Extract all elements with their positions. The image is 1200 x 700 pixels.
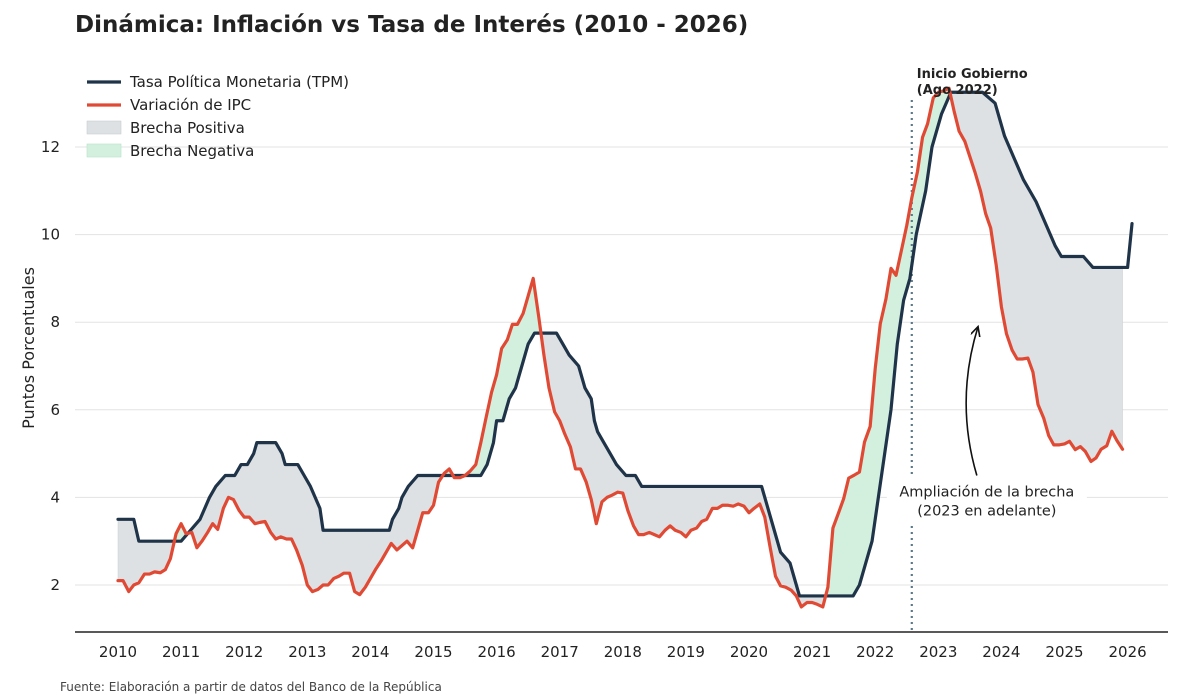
x-tick-label: 2022 bbox=[856, 643, 894, 661]
y-tick-label: 10 bbox=[41, 226, 60, 244]
annotation-text: (2023 en adelante) bbox=[917, 504, 1056, 520]
annotation-arrow bbox=[965, 327, 978, 476]
vline-label: Inicio Gobierno bbox=[917, 67, 1028, 82]
legend-label: Tasa Política Monetaria (TPM) bbox=[129, 73, 349, 91]
x-tick-label: 2016 bbox=[478, 643, 516, 661]
x-tick-label: 2025 bbox=[1045, 643, 1083, 661]
legend-swatch bbox=[86, 143, 122, 158]
x-tick-label: 2012 bbox=[225, 643, 263, 661]
tick-labels: 2 4 6 8 10 12 2010 2011 2012 2013 2014 2015 2016 2017… bbox=[41, 138, 1147, 661]
annotation-box bbox=[886, 477, 1087, 524]
series-line-tpm bbox=[116, 90, 1134, 598]
gap-negative-area bbox=[465, 278, 542, 476]
x-tick-label: 2011 bbox=[162, 643, 200, 661]
x-tick-label: 2010 bbox=[99, 643, 137, 661]
gap-positive-area bbox=[117, 519, 176, 593]
gap-positive-area bbox=[950, 92, 1123, 462]
x-tick-label: 2015 bbox=[414, 643, 452, 661]
x-tick-label: 2023 bbox=[919, 643, 957, 661]
x-tick-label: 2024 bbox=[982, 643, 1020, 661]
annotations: Inicio Gobierno(Ago 2022) Ampliación de l… bbox=[886, 67, 1087, 524]
legend-swatch bbox=[86, 120, 122, 135]
legend: Tasa Política Monetaria (TPM) Variación d… bbox=[86, 73, 349, 160]
y-tick-label: 12 bbox=[41, 138, 60, 156]
legend-label: Variación de IPC bbox=[130, 96, 251, 114]
x-tick-label: 2018 bbox=[604, 643, 642, 661]
x-tick-label: 2026 bbox=[1109, 643, 1147, 661]
x-tick-label: 2021 bbox=[793, 643, 831, 661]
series-line-ipc bbox=[116, 86, 1125, 609]
chart-title: Dinámica: Inflación vs Tasa de Interés (… bbox=[75, 12, 749, 38]
y-tick-label: 4 bbox=[50, 488, 60, 506]
y-tick-label: 8 bbox=[50, 313, 60, 331]
y-tick-label: 2 bbox=[50, 576, 60, 594]
legend-label: Brecha Negativa bbox=[130, 142, 254, 160]
gap-positive-area bbox=[541, 332, 827, 608]
x-tick-label: 2019 bbox=[667, 643, 705, 661]
x-tick-label: 2013 bbox=[288, 643, 326, 661]
gap-positive-area bbox=[187, 442, 444, 595]
series-lines bbox=[116, 86, 1134, 609]
annotation-text: Ampliación de la brecha bbox=[899, 485, 1074, 501]
y-tick-label: 6 bbox=[50, 401, 60, 419]
legend-label: Brecha Positiva bbox=[130, 119, 245, 137]
x-tick-label: 2017 bbox=[541, 643, 579, 661]
vline-label: (Ago 2022) bbox=[917, 83, 998, 98]
x-tick-label: 2020 bbox=[730, 643, 768, 661]
y-axis-label: Puntos Porcentuales bbox=[19, 267, 38, 429]
x-tick-label: 2014 bbox=[351, 643, 389, 661]
footer-source: Fuente: Elaboración a partir de datos de… bbox=[60, 680, 442, 694]
